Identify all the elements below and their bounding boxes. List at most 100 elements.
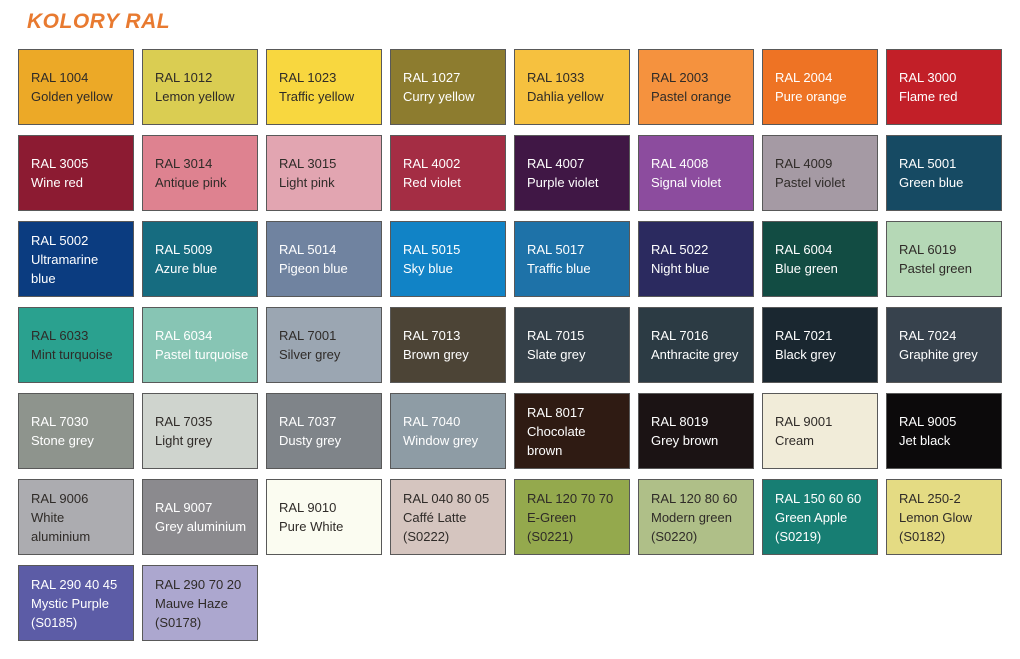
swatch-name: Ultramarine blue [31, 251, 99, 286]
swatch-name: Brown grey [403, 347, 469, 362]
color-swatch: RAL 7040 Window grey [390, 393, 506, 469]
color-swatch: RAL 290 40 45 Mystic Purple (S0185) [18, 565, 134, 641]
swatch-name: Blue green [775, 261, 838, 276]
swatch-name: Wine red [31, 175, 84, 190]
swatch-code: RAL 6034 [155, 328, 213, 343]
swatch-code: RAL 7035 [155, 414, 213, 429]
swatch-name: Pastel violet [775, 175, 846, 190]
swatch-name: Mint turquoise [31, 347, 113, 362]
swatch-name: White aluminium [31, 509, 91, 544]
color-swatch: RAL 6033 Mint turquoise [18, 307, 134, 383]
color-swatch: RAL 7035 Light grey [142, 393, 258, 469]
swatch-code: RAL 7030 [31, 414, 89, 429]
color-swatch: RAL 120 80 60 Modern green (S0220) [638, 479, 754, 555]
swatch-code: RAL 3014 [155, 156, 213, 171]
color-swatch: RAL 040 80 05 Caffé Latte (S0222) [390, 479, 506, 555]
swatch-code: RAL 290 70 20 [155, 576, 242, 592]
swatch-code: RAL 4009 [775, 156, 833, 171]
swatch-code: RAL 120 80 60 [651, 490, 738, 506]
color-swatch: RAL 5015 Sky blue [390, 221, 506, 297]
swatch-code: RAL 120 70 70 [527, 490, 614, 506]
swatch-code: RAL 7015 [527, 328, 585, 343]
color-swatch: RAL 7001 Silver grey [266, 307, 382, 383]
swatch-name: Pastel orange [651, 89, 732, 104]
swatch-name: Flame red [899, 89, 958, 104]
swatch-name: Pure orange [775, 89, 847, 104]
color-swatch: RAL 7015 Slate grey [514, 307, 630, 383]
swatch-name: Modern green (S0220) [651, 509, 732, 544]
swatch-code: RAL 7037 [279, 414, 337, 429]
swatch-name: Dusty grey [279, 433, 342, 448]
swatch-code: RAL 4002 [403, 156, 461, 171]
color-swatch: RAL 5009 Azure blue [142, 221, 258, 297]
swatch-name: Anthracite grey [651, 347, 739, 362]
color-swatch: RAL 150 60 60 Green Apple (S0219) [762, 479, 878, 555]
color-swatch: RAL 2004 Pure orange [762, 49, 878, 125]
swatch-code: RAL 290 40 45 [31, 576, 118, 592]
swatch-name: Pastel turquoise [155, 347, 249, 362]
color-swatch: RAL 5014 Pigeon blue [266, 221, 382, 297]
swatch-code: RAL 7040 [403, 414, 461, 429]
swatch-code: RAL 7016 [651, 328, 709, 343]
color-swatch: RAL 250-2 Lemon Glow (S0182) [886, 479, 1002, 555]
swatch-name: Antique pink [155, 175, 227, 190]
swatch-name: Pastel green [899, 261, 972, 276]
color-swatch: RAL 9005 Jet black [886, 393, 1002, 469]
swatch-name: Traffic yellow [279, 89, 355, 104]
color-swatch: RAL 4007 Purple violet [514, 135, 630, 211]
swatch-name: Green Apple (S0219) [775, 509, 848, 544]
swatch-name: Caffé Latte (S0222) [403, 509, 467, 544]
swatch-code: RAL 5015 [403, 242, 461, 257]
color-swatch: RAL 5002 Ultramarine blue [18, 221, 134, 297]
swatch-name: Graphite grey [899, 347, 978, 362]
color-swatch: RAL 7021 Black grey [762, 307, 878, 383]
swatch-code: RAL 150 60 60 [775, 490, 862, 506]
swatch-code: RAL 250-2 [899, 490, 961, 506]
color-swatch: RAL 4002 Red violet [390, 135, 506, 211]
color-swatch: RAL 4009 Pastel violet [762, 135, 878, 211]
color-swatch: RAL 8017 Chocolate brown [514, 393, 630, 469]
swatch-name: Light grey [155, 433, 213, 448]
swatch-code: RAL 1004 [31, 70, 89, 85]
swatch-code: RAL 5017 [527, 242, 585, 257]
color-swatch: RAL 7013 Brown grey [390, 307, 506, 383]
swatch-code: RAL 5009 [155, 242, 213, 257]
color-swatch: RAL 4008 Signal violet [638, 135, 754, 211]
color-swatch: RAL 8019 Grey brown [638, 393, 754, 469]
swatch-code: RAL 2003 [651, 70, 709, 85]
color-swatch: RAL 9001 Cream [762, 393, 878, 469]
color-swatch: RAL 3015 Light pink [266, 135, 382, 211]
swatch-name: Lemon yellow [155, 89, 235, 104]
color-swatch: RAL 6004 Blue green [762, 221, 878, 297]
color-swatch: RAL 1027 Curry yellow [390, 49, 506, 125]
color-swatch: RAL 120 70 70 E-Green (S0221) [514, 479, 630, 555]
swatch-name: Pigeon blue [279, 261, 348, 276]
swatch-name: Night blue [651, 261, 710, 276]
color-swatch: RAL 5017 Traffic blue [514, 221, 630, 297]
swatch-code: RAL 9006 [31, 490, 89, 506]
swatch-name: Chocolate brown [527, 423, 586, 458]
swatch-name: Slate grey [527, 347, 586, 362]
color-swatch: RAL 7037 Dusty grey [266, 393, 382, 469]
color-swatch: RAL 3014 Antique pink [142, 135, 258, 211]
swatch-code: RAL 9005 [899, 414, 957, 429]
swatch-code: RAL 1033 [527, 70, 585, 85]
swatch-code: RAL 2004 [775, 70, 833, 85]
color-swatch: RAL 7016 Anthracite grey [638, 307, 754, 383]
color-swatch: RAL 7024 Graphite grey [886, 307, 1002, 383]
swatch-name: Stone grey [31, 433, 94, 448]
color-swatch: RAL 1012 Lemon yellow [142, 49, 258, 125]
color-swatch: RAL 1004 Golden yellow [18, 49, 134, 125]
swatch-code: RAL 9010 [279, 500, 337, 515]
swatch-name: Mystic Purple (S0185) [31, 595, 110, 630]
swatch-name: Sky blue [403, 261, 453, 276]
swatch-code: RAL 7021 [775, 328, 833, 343]
swatch-code: RAL 7001 [279, 328, 337, 343]
color-swatch: RAL 9010 Pure White [266, 479, 382, 555]
swatch-name: Purple violet [527, 175, 599, 190]
color-swatch: RAL 1023 Traffic yellow [266, 49, 382, 125]
color-swatch: RAL 6034 Pastel turquoise [142, 307, 258, 383]
swatch-code: RAL 8019 [651, 414, 709, 429]
color-swatch: RAL 3000 Flame red [886, 49, 1002, 125]
color-swatch: RAL 6019 Pastel green [886, 221, 1002, 297]
